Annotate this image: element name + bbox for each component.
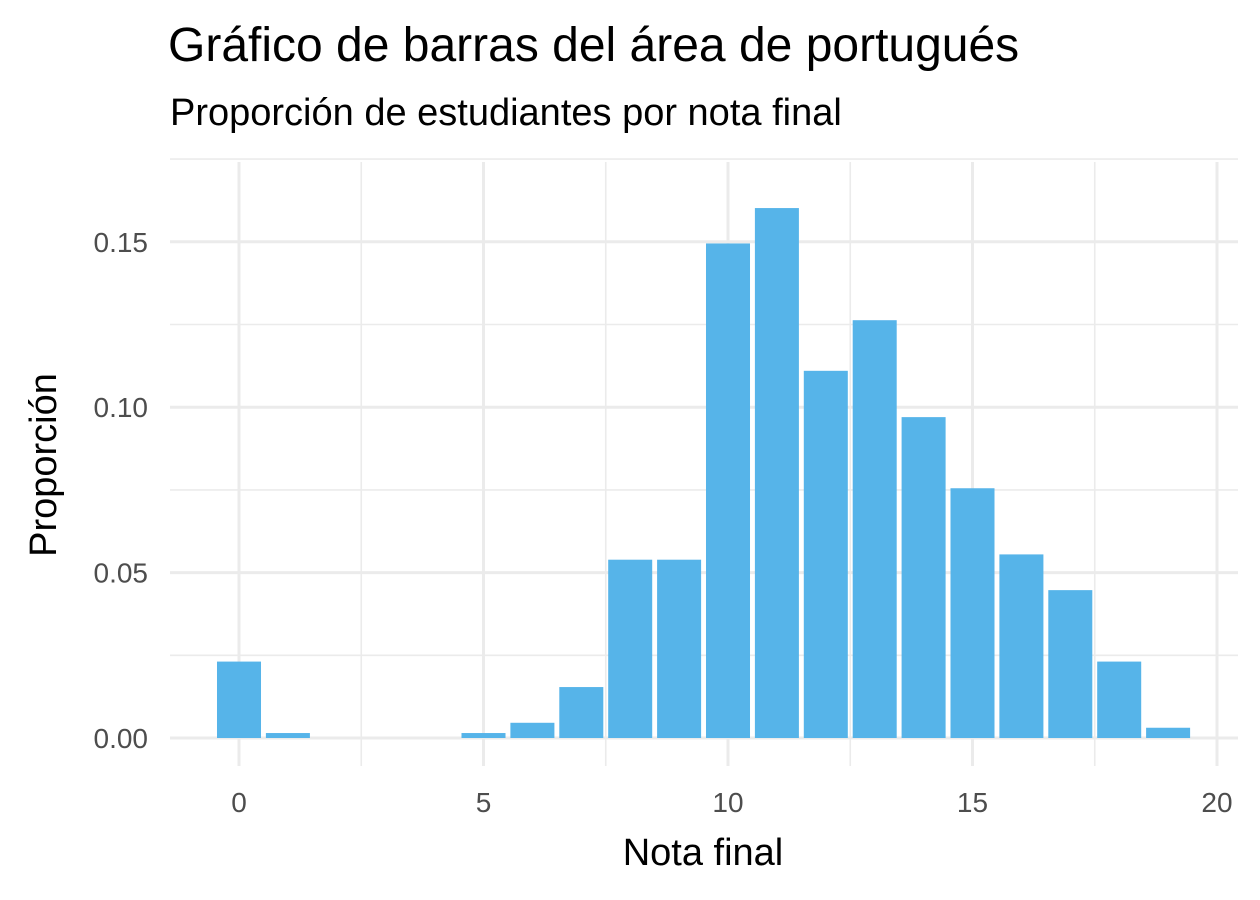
bar-nota-14	[901, 417, 946, 738]
bar-nota-11	[754, 208, 799, 738]
bar-nota-17	[1048, 590, 1093, 738]
bar-nota-10	[705, 243, 751, 739]
chart-subtitle: Proporción de estudiantes por nota final	[170, 92, 842, 134]
bar-nota-16	[999, 554, 1044, 738]
x-tick-label: 10	[712, 787, 743, 818]
bar-nota-0	[216, 661, 262, 738]
y-tick-label: 0.00	[94, 723, 149, 754]
bar-nota-18	[1097, 661, 1142, 738]
x-tick-label: 5	[476, 787, 492, 818]
bar-nota-8	[608, 559, 653, 738]
grid-lines	[170, 158, 1238, 766]
bar-nota-12	[803, 370, 848, 738]
bar-nota-6	[510, 722, 555, 738]
bar-nota-15	[950, 488, 995, 738]
bar-nota-19	[1146, 727, 1191, 738]
x-tick-label: 0	[231, 787, 247, 818]
y-tick-label: 0.05	[94, 558, 149, 589]
bar-nota-7	[559, 687, 604, 738]
y-tick-label: 0.10	[94, 392, 149, 423]
bars	[216, 208, 1191, 739]
bar-nota-1	[265, 733, 310, 738]
y-tick-label: 0.15	[94, 227, 149, 258]
bar-nota-13	[852, 320, 897, 738]
bar-nota-5	[461, 733, 506, 738]
chart-title: Gráfico de barras del área de portugués	[168, 19, 1020, 72]
x-tick-label: 20	[1201, 787, 1232, 818]
bar-nota-9	[657, 559, 702, 738]
x-axis-title: Nota final	[623, 832, 784, 874]
y-axis-title: Proporción	[23, 373, 65, 557]
x-axis-tick-labels: 0 5 10 15 20	[231, 787, 1232, 818]
x-tick-label: 15	[957, 787, 988, 818]
y-axis-tick-labels: 0.00 0.05 0.10 0.15	[94, 227, 149, 754]
